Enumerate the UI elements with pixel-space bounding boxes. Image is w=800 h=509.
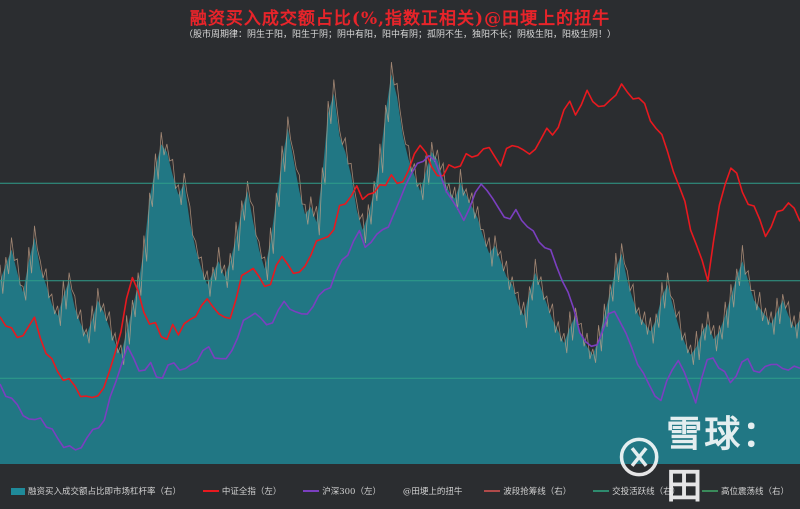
chart-title: 融资买入成交额占比(%,指数正相关)@田埂上的扭牛 [189, 9, 611, 29]
leverage-area-spikes [0, 61, 800, 365]
legend-item-7[interactable]: 高位震荡线（右） [702, 485, 789, 497]
legend-item-5[interactable]: 波段抢筹线（右） [484, 485, 571, 497]
legend-item-6[interactable]: 交投活跃线（右） [593, 485, 680, 497]
legend-item-3[interactable]: 沪深300（左） [303, 485, 381, 497]
legend-item-4[interactable]: @田埂上的扭牛 [403, 485, 463, 497]
watermark: 雪球：田 [618, 414, 800, 507]
hs300-index-line [0, 154, 800, 451]
leverage-area-layer [0, 61, 800, 464]
legend-item-1[interactable]: 融资买入成交额占比即市场杠杆率（右） [10, 485, 181, 497]
legend-swatch [484, 490, 501, 492]
chart-header: 融资买入成交额占比(%,指数正相关)@田埂上的扭牛 （股市周期律：阴生于阳，阳生… [0, 0, 800, 44]
legend-label: 高位震荡线（右） [721, 487, 790, 497]
legend-label: 交投活跃线（右） [612, 487, 681, 497]
watermark-text: 雪球：田 [666, 414, 781, 507]
xueqiu-logo-icon [619, 437, 659, 477]
legend-item-2[interactable]: 中证全指（左） [202, 485, 282, 497]
chart-subtitle: （股市周期律：阴生于阳，阳生于阴；阴中有阳，阳中有阴；孤阴不生，独阳不长；阴极生… [183, 30, 616, 40]
legend-swatch [702, 490, 718, 492]
index-lines-layer [0, 83, 800, 451]
legend-swatch [10, 487, 25, 495]
csi-all-index-line [0, 83, 800, 399]
legend-label: 波段抢筹线（右） [503, 487, 572, 497]
leverage-area [0, 74, 800, 464]
legend-swatch [593, 490, 610, 492]
chart-plot [0, 44, 800, 482]
chart-legend: 融资买入成交额占比即市场杠杆率（右） 中证全指（左） 沪深300（左） @田埂上的扭牛… [0, 482, 800, 500]
legend-swatch [303, 490, 320, 492]
legend-label: @田埂上的扭牛 [402, 487, 463, 497]
legend-label: 中证全指（左） [221, 487, 282, 497]
legend-label: 融资买入成交额占比即市场杠杆率（右） [27, 487, 181, 497]
legend-swatch [202, 490, 219, 492]
legend-label: 沪深300（左） [322, 487, 381, 497]
